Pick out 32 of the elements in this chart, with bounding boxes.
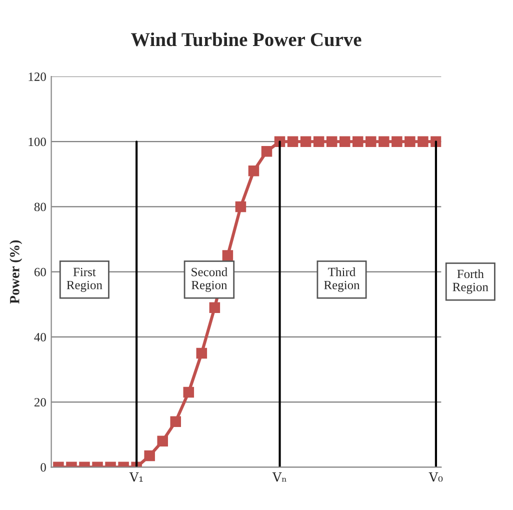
point [378,136,390,147]
point [287,136,298,147]
point [326,136,338,147]
x-tick-label: V₁ [129,472,143,482]
annotation: Third Region [324,267,360,292]
y-tick-label: 0 [40,463,46,472]
point [261,146,272,157]
y-tick-label: 40 [34,332,46,342]
point [222,250,234,261]
point [313,136,324,147]
annotation: Second Region [192,267,228,292]
y-tick-label: 60 [34,268,46,276]
y-tick-label: 20 [34,398,46,407]
point [352,136,364,147]
point [235,201,246,212]
y-tick-label: 80 [34,202,46,212]
text: Forth Region [452,269,488,294]
chart-title: Wind Turbine Power Curve [130,32,362,46]
x-tick-label: Vₙ [272,472,286,482]
annotation: First Region [66,268,102,292]
point [366,136,376,147]
y-axis-title: Power (%) [10,240,22,304]
point [418,136,428,147]
point [404,136,416,147]
point [248,166,260,176]
point [209,302,220,314]
point [300,136,312,147]
point [339,136,350,147]
y-tick-label: 100 [28,138,46,146]
y-tick-label: 120 [28,72,46,81]
x-tick-label: V₀ [428,472,443,482]
point [392,136,402,147]
